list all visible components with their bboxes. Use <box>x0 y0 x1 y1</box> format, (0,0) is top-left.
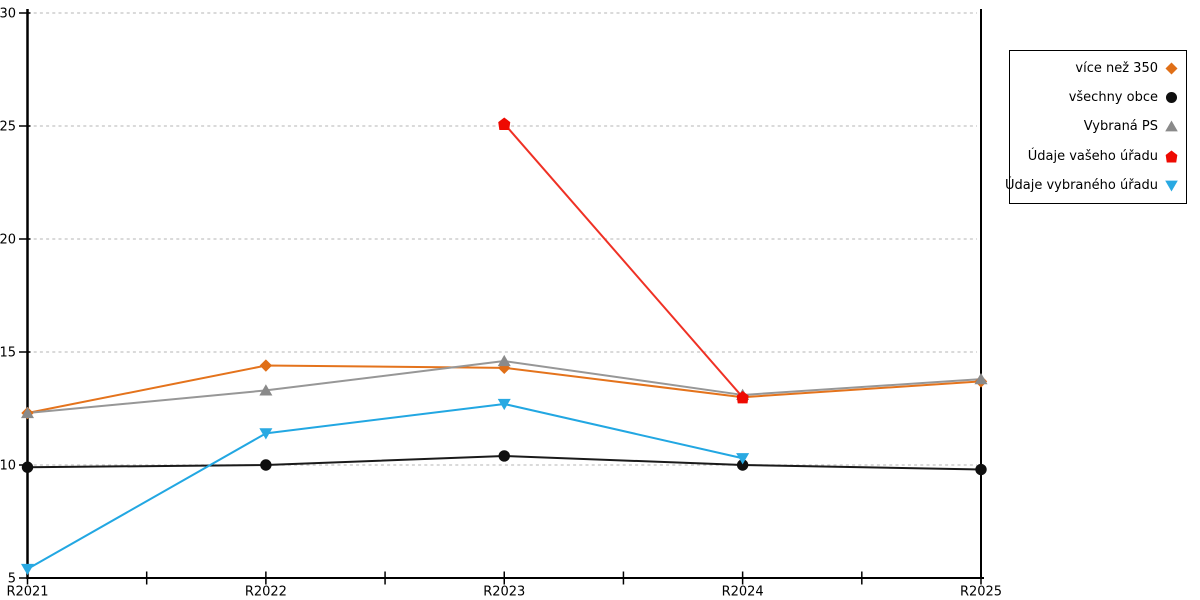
data-point-udaje-vybraneho-uradu-R2024 <box>736 453 750 465</box>
legend-label: více než 350 <box>1075 61 1158 77</box>
triangle-up-icon-shape <box>1165 120 1178 132</box>
legend-label: všechny obce <box>1068 90 1158 106</box>
data-point-vsechny-obce-R2023 <box>498 450 510 462</box>
data-point-udaje-vybraneho-uradu-R2022 <box>259 428 273 440</box>
data-point-vybrana-ps-R2021 <box>20 406 35 419</box>
triangle-down-icon-shape <box>1165 180 1178 192</box>
data-point-udaje-vybraneho-uradu-R2023 <box>497 398 511 411</box>
pentagon-icon <box>1165 150 1178 163</box>
data-point-vybrana-ps-R2023 <box>497 354 511 367</box>
data-point-vybrana-ps-R2022 <box>259 384 273 396</box>
legend-label: Vybraná PS <box>1083 119 1158 135</box>
legend-item-vsechny-obce: všechny obce <box>1010 84 1186 111</box>
data-point-udaje-vaseho-uradu-R2023 <box>498 117 511 130</box>
data-point-vsechny-obce-R2021 <box>21 461 34 473</box>
data-point-udaje-vybraneho-uradu-R2021 <box>20 563 35 576</box>
chart-legend: více než 350 všechny obce Vybraná PS Údaje … <box>1005 50 1187 204</box>
triangle-up-icon <box>1165 120 1178 132</box>
y-axis-label: 30 <box>0 7 16 22</box>
y-axis-label: 20 <box>0 233 16 248</box>
data-point-udaje-vaseho-uradu-R2024 <box>736 391 749 404</box>
legend-item-udaje-vybraneho-uradu: Údaje vybraného úřadu <box>1005 172 1186 199</box>
y-axis-label: 25 <box>0 120 16 135</box>
legend-item-vice-nez-350: více než 350 <box>1010 55 1186 82</box>
circle-icon-shape <box>1165 92 1178 104</box>
series-line-udaje-vaseho-uradu <box>503 122 744 399</box>
data-point-vsechny-obce-R2025 <box>975 463 987 476</box>
pentagon-icon-shape <box>1165 150 1178 163</box>
data-point-vybrana-ps-R2025 <box>974 372 988 385</box>
data-point-vice-nez-350-R2022 <box>259 359 273 372</box>
series-line-udaje-vybraneho-uradu <box>26 402 744 570</box>
legend-item-udaje-vaseho-uradu: Údaje vašeho úřadu <box>1010 143 1186 170</box>
legend-label: Údaje vybraného úřadu <box>1004 177 1158 193</box>
diamond-icon-shape <box>1165 62 1178 75</box>
y-axis-label: 10 <box>0 459 16 474</box>
circle-icon <box>1165 92 1178 104</box>
legend-item-vybrana-ps: Vybraná PS <box>1010 113 1186 140</box>
x-axis-label: R2024 <box>722 585 764 600</box>
x-axis-label: R2022 <box>245 585 287 600</box>
diamond-icon <box>1165 62 1178 75</box>
data-point-vsechny-obce-R2022 <box>260 459 272 471</box>
triangle-down-icon <box>1165 180 1178 192</box>
y-axis-label: 5 <box>8 572 16 587</box>
x-axis-label: R2023 <box>483 585 525 600</box>
y-axis-label: 15 <box>0 346 16 361</box>
data-point-vsechny-obce-R2024 <box>736 459 749 471</box>
legend-label: Údaje vašeho úřadu <box>1027 148 1158 164</box>
x-axis-label: R2021 <box>6 585 48 600</box>
x-axis-label: R2025 <box>960 585 1002 600</box>
